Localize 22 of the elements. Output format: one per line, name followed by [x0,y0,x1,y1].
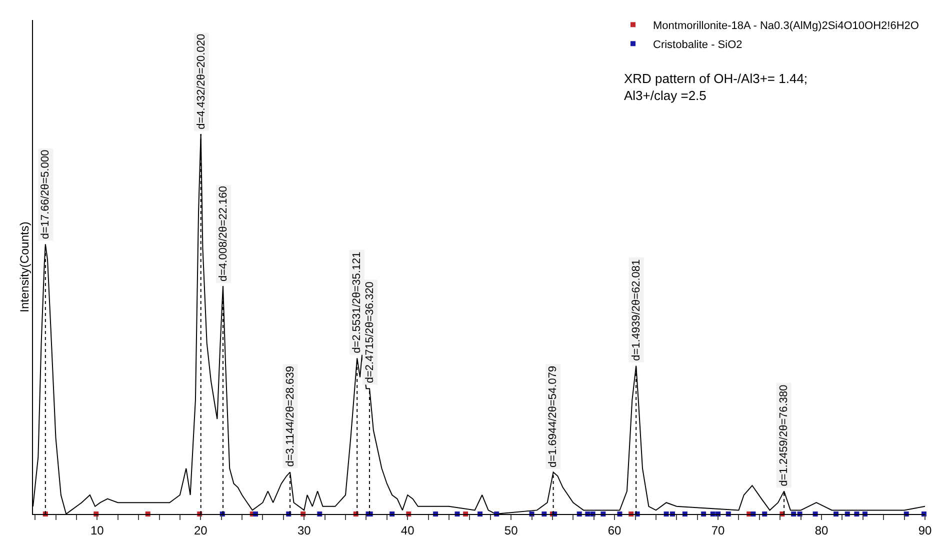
annotation: d=4.008/2θ=22.160 [217,186,230,282]
annotation: d=2.5531/2θ=35.121 [350,252,363,354]
x-tick-label: 80 [814,523,829,538]
x-tick-label: 40 [400,523,415,538]
x-tick-label: 50 [504,523,518,538]
text: XRD pattern of OH-/Al3+= 1.44; Al3+/clay =2.5 [624,71,808,103]
annotation: d=4.432/2θ=20.020 [195,34,208,130]
legend-label: Cristobalite - SiO2 [653,38,742,51]
x-tick-label: 90 [918,523,932,538]
x-tick-label: 30 [297,523,312,538]
legend-label: Montmorillonite-18A - Na0.3(AlMg)2Si4O10OH2!6H2O [653,20,920,32]
annotation: d=2.4715/2θ=36.320 [364,282,376,384]
annotation: d=17.66/2θ=5.000 [40,150,52,240]
x-tick-label: 20 [194,523,208,538]
annotation: d=1.4939/2θ=62.081 [630,259,642,361]
annotation: d=1.6944/2θ=54.079 [547,366,560,468]
y-axis-title: Intensity(Counts) [17,222,32,312]
x-tick-label: 70 [711,523,726,538]
annotation: d=3.1144/2θ=28.639 [284,366,296,467]
annotation: d=1.2459/2θ=76.380 [778,384,790,486]
x-tick-label: 10 [90,523,104,538]
x-tick-label: 60 [608,523,622,538]
